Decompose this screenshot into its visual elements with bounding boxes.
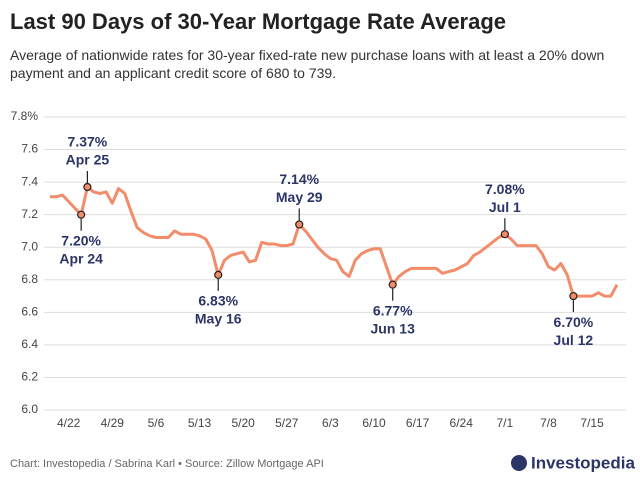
- point: [569, 291, 578, 301]
- x-tick-label: 7/1: [497, 416, 514, 430]
- source: Chart: Investopedia / Sabrina Karl • Sou…: [10, 458, 324, 470]
- y-tick-label: 6.4: [21, 337, 38, 351]
- brand-icon: [511, 455, 527, 471]
- point: [500, 230, 509, 239]
- y-tick-label: 6.6: [21, 305, 38, 319]
- x-tick-label: 5/20: [231, 416, 255, 430]
- brand: Investopedia: [531, 453, 635, 472]
- point: [77, 210, 86, 219]
- line: [50, 185, 619, 298]
- x-tick-label: 7/8: [540, 416, 557, 430]
- x-tick-label: 4/22: [57, 416, 81, 430]
- chart-title: Last 90 Days of 30-Year Mortgage Rate Av…: [10, 9, 506, 34]
- point: [388, 280, 397, 289]
- y-tick-label: 7.0: [21, 239, 38, 253]
- point: [214, 270, 223, 279]
- x-tick-label: 5/13: [188, 416, 212, 430]
- value-label: 6.83%: [198, 293, 238, 309]
- value-label: 7.08%: [485, 181, 525, 197]
- value-label: 7.14%: [279, 171, 319, 187]
- date-label: Jul 12: [554, 332, 594, 348]
- value-label: 7.20%: [61, 232, 101, 248]
- value-label: 7.37%: [68, 134, 108, 150]
- y-tick-label: 7.6: [21, 142, 38, 156]
- value-label: 6.70%: [554, 314, 594, 330]
- y-tick-label: 6.2: [21, 370, 38, 384]
- chart-subtitle: Average of nationwide rates for 30-year …: [10, 47, 605, 81]
- date-label: Apr 24: [59, 250, 103, 266]
- y-tick-label: 7.8%: [11, 109, 39, 123]
- x-tick-label: 6/17: [406, 416, 430, 430]
- x-tick-label: 5/27: [275, 416, 299, 430]
- x-tick-label: 6/3: [322, 416, 339, 430]
- subtitle-box: Average of nationwide rates for 30-year …: [10, 47, 605, 81]
- date-label: Jun 13: [371, 320, 416, 336]
- point: [295, 220, 304, 229]
- date-label: Apr 25: [66, 152, 110, 168]
- x-tick-label: 6/24: [450, 416, 474, 430]
- x-tick-label: 4/29: [101, 416, 125, 430]
- date-label: May 29: [276, 189, 323, 205]
- value-label: 6.77%: [373, 302, 413, 318]
- x-tick-label: 6/10: [362, 416, 386, 430]
- x-tick-label: 5/6: [148, 416, 165, 430]
- y-tick-label: 6.0: [21, 402, 38, 416]
- date-label: May 16: [195, 311, 242, 327]
- y-tick-label: 6.8: [21, 272, 38, 286]
- date-label: Jul 1: [489, 199, 521, 215]
- y-tick-label: 7.4: [21, 174, 38, 188]
- x-tick-label: 7/15: [580, 416, 604, 430]
- y-tick-label: 7.2: [21, 207, 38, 221]
- point: [83, 182, 92, 192]
